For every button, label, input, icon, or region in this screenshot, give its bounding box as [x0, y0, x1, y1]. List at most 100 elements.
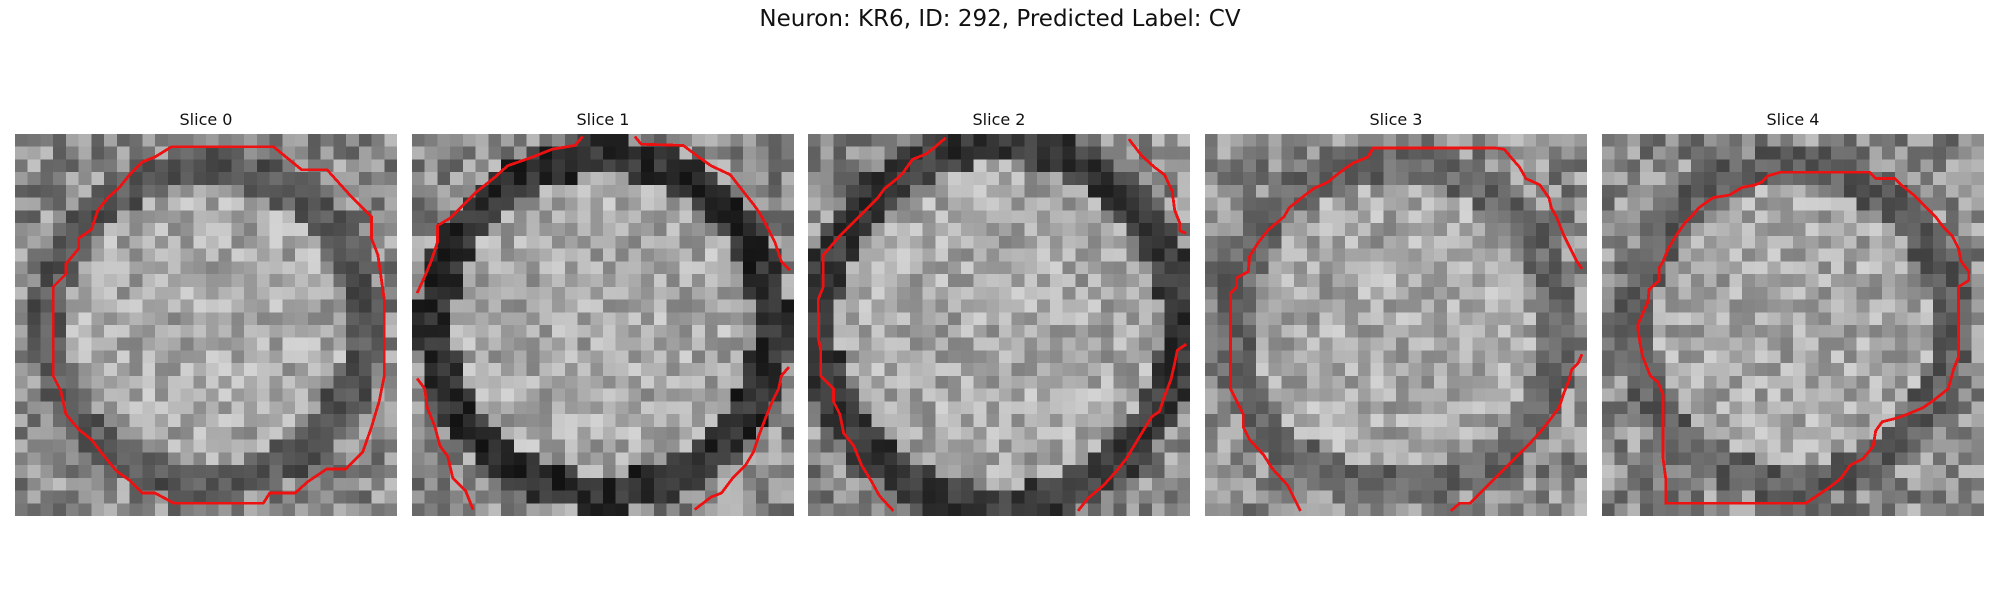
pixel — [1319, 184, 1333, 198]
pixel — [704, 465, 718, 479]
pixel — [1472, 452, 1486, 466]
pixel — [450, 248, 464, 262]
pixel — [1561, 503, 1575, 516]
pixel — [679, 197, 693, 211]
pixel-grid — [412, 134, 794, 516]
pixel — [564, 363, 578, 377]
pixel — [1319, 465, 1333, 479]
pixel — [1945, 401, 1959, 415]
pixel — [1446, 286, 1460, 300]
pixel — [808, 184, 821, 198]
pixel — [577, 452, 591, 466]
pixel — [1907, 261, 1921, 275]
pixel — [1024, 337, 1038, 351]
pixel — [1831, 325, 1845, 338]
pixel — [1049, 452, 1063, 466]
pixel — [1843, 223, 1857, 237]
pixel — [884, 439, 898, 453]
pixel — [692, 299, 706, 313]
pixel — [1716, 337, 1730, 351]
pixel — [564, 210, 578, 224]
pixel — [1971, 184, 1984, 198]
pixel — [628, 452, 642, 466]
pixel — [1536, 325, 1550, 338]
pixel — [1665, 274, 1679, 288]
pixel — [1294, 337, 1308, 351]
pixel — [653, 286, 667, 300]
pixel — [218, 248, 232, 262]
pixel — [1602, 503, 1615, 516]
pixel — [1703, 299, 1717, 313]
pixel — [1217, 490, 1231, 504]
pixel — [666, 159, 680, 173]
pixel — [1703, 261, 1717, 275]
pixel — [1139, 235, 1153, 249]
pixel — [1665, 388, 1679, 402]
pixel — [1472, 375, 1486, 389]
pixel — [679, 388, 693, 402]
pixel — [513, 337, 527, 351]
pixel — [295, 261, 309, 275]
pixel — [78, 274, 92, 288]
pixel — [1370, 274, 1384, 288]
pixel — [1831, 363, 1845, 377]
pixel — [948, 299, 962, 313]
pixel — [986, 299, 1000, 313]
pixel — [1205, 312, 1218, 326]
pixel — [244, 350, 258, 364]
pixel — [1049, 363, 1063, 377]
pixel — [1627, 223, 1641, 237]
pixel — [1062, 210, 1076, 224]
pixel — [437, 375, 451, 389]
pixel — [78, 477, 92, 491]
pixel — [526, 299, 540, 313]
pixel — [539, 223, 553, 237]
pixel — [730, 274, 744, 288]
pixel — [1602, 465, 1615, 479]
pixel — [1742, 401, 1756, 415]
pixel — [91, 325, 105, 338]
pixel — [167, 184, 181, 198]
pixel — [155, 439, 169, 453]
pixel — [1037, 248, 1051, 262]
pixel — [615, 134, 629, 147]
pixel — [1062, 375, 1076, 389]
pixel — [717, 299, 731, 313]
pixel — [1049, 414, 1063, 428]
pixel — [1729, 235, 1743, 249]
pixel — [1243, 465, 1257, 479]
pixel — [40, 337, 54, 351]
pixel — [1151, 325, 1165, 338]
pixel — [1742, 388, 1756, 402]
pixel — [986, 261, 1000, 275]
pixel — [1754, 388, 1768, 402]
pixel — [206, 401, 219, 415]
pixel — [552, 465, 566, 479]
pixel — [65, 388, 79, 402]
pixel — [1510, 134, 1524, 147]
pixel — [488, 274, 502, 288]
pixel — [1818, 401, 1832, 415]
pixel — [1780, 172, 1794, 186]
pixel — [1805, 159, 1819, 173]
pixel — [1742, 210, 1756, 224]
pixel — [1958, 503, 1972, 516]
pixel — [999, 286, 1012, 300]
pixel — [193, 325, 207, 338]
pixel — [846, 312, 860, 326]
pixel — [412, 223, 425, 237]
pixel — [1523, 223, 1537, 237]
pixel — [1075, 388, 1089, 402]
pixel — [641, 414, 655, 428]
pixel — [539, 401, 553, 415]
pixel — [1357, 159, 1371, 173]
pixel — [1602, 286, 1615, 300]
pixel — [371, 452, 385, 466]
pixel — [833, 477, 847, 491]
pixel — [40, 477, 54, 491]
pixel — [666, 197, 680, 211]
pixel — [1126, 337, 1140, 351]
pixel — [1037, 363, 1051, 377]
pixel — [1627, 439, 1641, 453]
pixel — [909, 134, 923, 147]
